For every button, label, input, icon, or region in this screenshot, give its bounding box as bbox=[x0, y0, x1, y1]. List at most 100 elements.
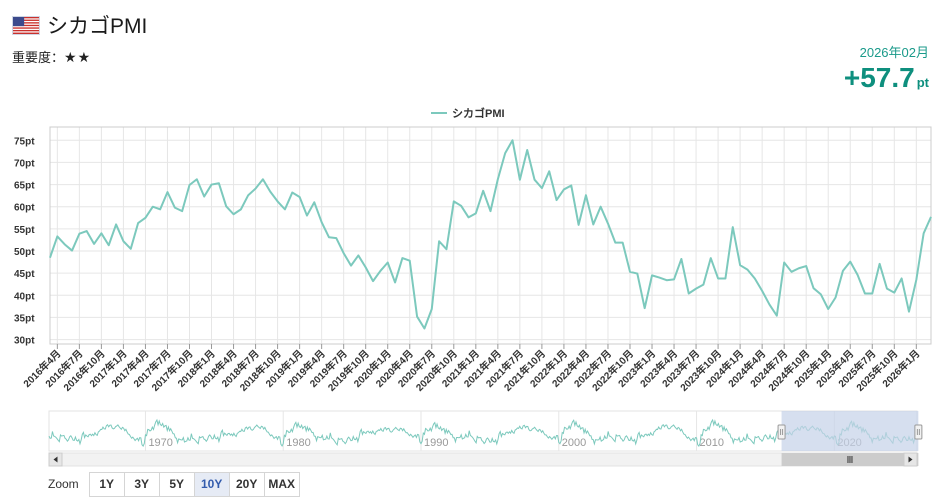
data-point[interactable] bbox=[583, 192, 589, 198]
data-point[interactable] bbox=[223, 203, 229, 209]
navigator-handle-left[interactable] bbox=[777, 424, 786, 440]
data-point[interactable] bbox=[877, 261, 883, 267]
data-point[interactable] bbox=[656, 275, 662, 281]
data-point[interactable] bbox=[752, 275, 758, 281]
data-point[interactable] bbox=[722, 275, 728, 281]
data-point[interactable] bbox=[209, 182, 215, 188]
zoom-3y-button[interactable]: 3Y bbox=[123, 471, 160, 497]
data-point[interactable] bbox=[194, 176, 200, 182]
data-point[interactable] bbox=[407, 258, 413, 264]
data-point[interactable] bbox=[774, 313, 780, 319]
zoom-20y-button[interactable]: 20Y bbox=[228, 471, 265, 497]
data-point[interactable] bbox=[693, 286, 699, 292]
data-point[interactable] bbox=[642, 305, 648, 311]
data-point[interactable] bbox=[120, 238, 126, 244]
data-point[interactable] bbox=[436, 238, 442, 244]
data-point[interactable] bbox=[76, 231, 82, 237]
data-point[interactable] bbox=[333, 235, 339, 241]
data-point[interactable] bbox=[737, 262, 743, 268]
data-point[interactable] bbox=[730, 224, 736, 230]
data-point[interactable] bbox=[260, 176, 266, 182]
data-point[interactable] bbox=[392, 279, 398, 285]
navigator-handle-right[interactable] bbox=[914, 424, 923, 440]
data-point[interactable] bbox=[803, 263, 809, 269]
data-point[interactable] bbox=[502, 150, 508, 156]
data-point[interactable] bbox=[700, 282, 706, 288]
data-point[interactable] bbox=[789, 269, 795, 275]
scroll-left-button[interactable] bbox=[48, 452, 63, 467]
zoom-10y-button[interactable]: 10Y bbox=[193, 471, 230, 497]
data-point[interactable] bbox=[715, 275, 721, 281]
zoom-1y-button[interactable]: 1Y bbox=[88, 471, 125, 497]
data-point[interactable] bbox=[172, 205, 178, 211]
data-point[interactable] bbox=[561, 186, 567, 192]
data-point[interactable] bbox=[686, 291, 692, 297]
data-point[interactable] bbox=[766, 302, 772, 308]
data-point[interactable] bbox=[744, 267, 750, 273]
series-line[interactable] bbox=[49, 139, 932, 330]
data-point[interactable] bbox=[443, 246, 449, 252]
data-point[interactable] bbox=[458, 203, 464, 209]
data-point[interactable] bbox=[465, 214, 471, 220]
data-point[interactable] bbox=[275, 198, 281, 204]
data-point[interactable] bbox=[238, 206, 244, 212]
data-point[interactable] bbox=[297, 194, 303, 200]
data-point[interactable] bbox=[135, 220, 141, 226]
data-point[interactable] bbox=[818, 291, 824, 297]
data-point[interactable] bbox=[620, 240, 626, 246]
data-point[interactable] bbox=[106, 242, 112, 248]
data-point[interactable] bbox=[473, 210, 479, 216]
data-point[interactable] bbox=[304, 213, 310, 219]
data-point[interactable] bbox=[429, 306, 435, 312]
navigator-selected-range[interactable] bbox=[781, 411, 919, 451]
data-point[interactable] bbox=[231, 211, 237, 217]
data-point[interactable] bbox=[69, 248, 75, 254]
range-navigator[interactable]: 197019801990200020102020 bbox=[0, 410, 939, 468]
data-point[interactable] bbox=[862, 291, 868, 297]
data-point[interactable] bbox=[840, 268, 846, 274]
data-point[interactable] bbox=[128, 246, 134, 252]
data-point[interactable] bbox=[348, 263, 354, 269]
data-point[interactable] bbox=[678, 256, 684, 262]
data-point[interactable] bbox=[664, 277, 670, 283]
data-point[interactable] bbox=[142, 215, 148, 221]
data-point[interactable] bbox=[921, 230, 927, 236]
data-point[interactable] bbox=[811, 285, 817, 291]
data-point[interactable] bbox=[488, 208, 494, 214]
legend[interactable]: シカゴPMI bbox=[431, 106, 505, 120]
data-point[interactable] bbox=[568, 182, 574, 188]
data-point[interactable] bbox=[355, 252, 361, 258]
data-point[interactable] bbox=[54, 233, 60, 239]
data-point[interactable] bbox=[759, 288, 765, 294]
data-point[interactable] bbox=[554, 197, 560, 203]
data-point[interactable] bbox=[399, 255, 405, 261]
data-point[interactable] bbox=[906, 309, 912, 315]
data-point[interactable] bbox=[311, 199, 317, 205]
data-point[interactable] bbox=[282, 206, 288, 212]
data-point[interactable] bbox=[590, 221, 596, 227]
data-point[interactable] bbox=[884, 286, 890, 292]
data-point[interactable] bbox=[869, 291, 875, 297]
zoom-max-button[interactable]: MAX bbox=[263, 471, 300, 497]
data-point[interactable] bbox=[421, 326, 427, 332]
data-point[interactable] bbox=[157, 206, 163, 212]
data-point[interactable] bbox=[546, 168, 552, 174]
data-point[interactable] bbox=[708, 255, 714, 261]
scroll-right-button[interactable] bbox=[903, 452, 918, 467]
data-point[interactable] bbox=[634, 271, 640, 277]
data-point[interactable] bbox=[179, 208, 185, 214]
data-point[interactable] bbox=[539, 185, 545, 191]
data-point[interactable] bbox=[91, 241, 97, 247]
data-point[interactable] bbox=[186, 182, 192, 188]
data-point[interactable] bbox=[319, 219, 325, 225]
data-point[interactable] bbox=[796, 265, 802, 271]
data-point[interactable] bbox=[532, 177, 538, 183]
data-point[interactable] bbox=[451, 198, 457, 204]
data-point[interactable] bbox=[825, 306, 831, 312]
data-point[interactable] bbox=[671, 276, 677, 282]
data-point[interactable] bbox=[833, 295, 839, 301]
data-point[interactable] bbox=[913, 277, 919, 283]
data-point[interactable] bbox=[899, 275, 905, 281]
data-point[interactable] bbox=[891, 290, 897, 296]
data-point[interactable] bbox=[517, 177, 523, 183]
